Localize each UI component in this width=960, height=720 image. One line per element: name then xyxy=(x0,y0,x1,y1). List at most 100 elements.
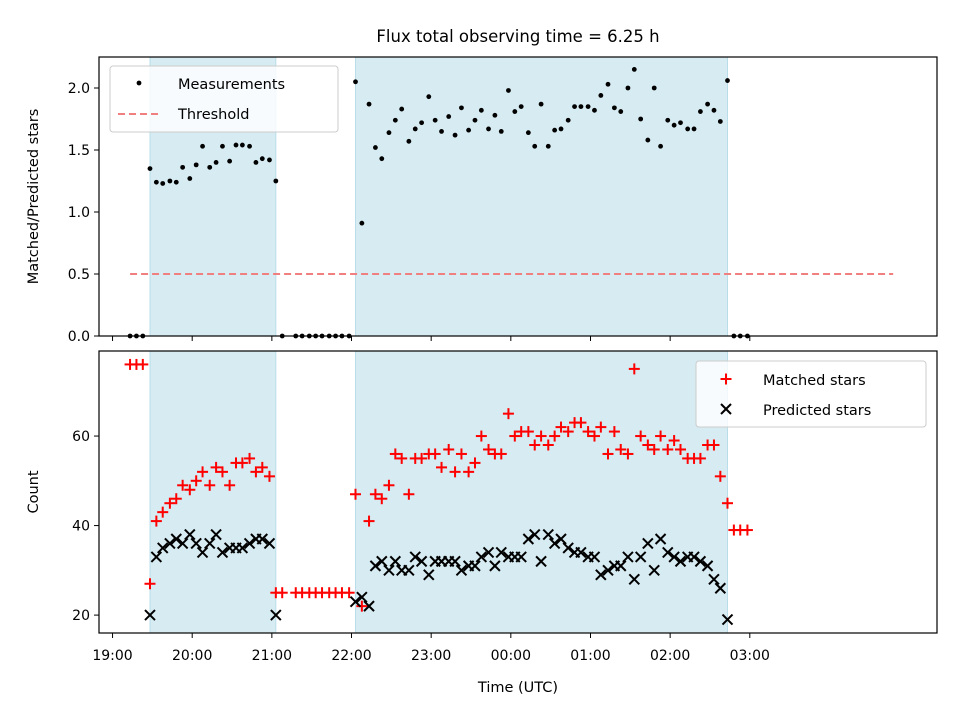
data-point xyxy=(522,426,534,438)
data-point xyxy=(701,560,714,572)
data-point xyxy=(239,142,245,148)
count-panel: 20 40 60 Count 19:00 20:00 21:00 22:00 23:00 00:0… xyxy=(26,350,938,664)
data-point xyxy=(489,560,501,572)
data-point xyxy=(562,542,574,554)
data-point xyxy=(518,104,524,109)
data-point xyxy=(651,85,657,91)
data-point xyxy=(705,101,710,107)
x-tick-label: 00:00 xyxy=(491,648,531,664)
data-point xyxy=(698,109,703,114)
x-axis-label: Time (UTC) xyxy=(477,680,558,696)
data-point xyxy=(412,126,418,132)
data-point xyxy=(585,104,591,109)
data-point xyxy=(674,555,687,568)
legend-label: Threshold xyxy=(177,107,249,123)
data-point xyxy=(403,564,415,577)
series-measurements xyxy=(127,67,750,339)
data-point xyxy=(436,461,448,473)
data-point xyxy=(200,143,205,149)
data-point xyxy=(694,555,707,568)
legend-box xyxy=(109,65,339,133)
shaded-interval xyxy=(354,350,728,634)
data-point xyxy=(363,600,375,612)
data-point xyxy=(555,421,567,433)
data-point xyxy=(349,488,361,500)
data-point xyxy=(529,439,541,451)
data-point xyxy=(356,600,368,612)
data-point xyxy=(363,515,375,527)
data-point xyxy=(668,435,680,447)
data-point xyxy=(688,551,700,563)
data-point xyxy=(419,120,425,126)
y-tick-label: 0.0 xyxy=(68,329,90,345)
data-point xyxy=(403,488,415,500)
data-point xyxy=(525,130,531,136)
data-point xyxy=(443,443,455,455)
data-point xyxy=(549,430,561,442)
data-point xyxy=(276,587,288,599)
data-point xyxy=(552,127,558,133)
data-point xyxy=(648,564,660,577)
data-point xyxy=(210,461,222,473)
data-point xyxy=(224,479,236,491)
data-point xyxy=(708,573,720,585)
plot-frame xyxy=(98,56,938,337)
data-point xyxy=(648,443,660,455)
data-point xyxy=(389,555,402,568)
data-point xyxy=(356,591,368,603)
series-predicted-stars xyxy=(144,528,734,626)
data-point xyxy=(259,156,265,162)
data-point xyxy=(575,546,587,559)
data-point xyxy=(459,105,464,111)
data-point xyxy=(452,132,458,138)
data-point xyxy=(227,158,233,164)
legend-marker xyxy=(720,403,732,415)
data-point xyxy=(469,560,481,572)
data-point xyxy=(263,537,276,550)
x-tick-label: 19:00 xyxy=(92,648,132,664)
data-point xyxy=(144,609,156,621)
data-point xyxy=(628,363,640,375)
data-point xyxy=(483,443,495,455)
data-point xyxy=(618,109,624,114)
data-point xyxy=(216,546,229,559)
data-point xyxy=(545,143,551,149)
data-point xyxy=(267,157,272,163)
data-point xyxy=(502,408,514,420)
data-point xyxy=(253,160,259,165)
data-point xyxy=(578,104,584,109)
data-point xyxy=(343,587,355,599)
data-point xyxy=(423,569,435,581)
data-point xyxy=(592,107,597,113)
data-point xyxy=(714,582,727,594)
data-point xyxy=(495,448,507,460)
data-point xyxy=(708,439,720,451)
data-point xyxy=(250,466,262,478)
data-point xyxy=(197,466,209,478)
data-point xyxy=(515,551,527,563)
shaded-interval xyxy=(354,56,728,337)
data-point xyxy=(522,533,535,545)
data-point xyxy=(164,537,176,550)
data-point xyxy=(615,560,627,572)
data-point xyxy=(173,179,179,185)
data-point xyxy=(498,129,504,134)
data-point xyxy=(611,105,617,111)
data-point xyxy=(449,466,461,478)
data-point xyxy=(602,564,614,577)
data-point xyxy=(662,546,674,559)
data-point xyxy=(207,164,213,170)
data-point xyxy=(193,162,199,168)
legend-label: Measurements xyxy=(178,77,285,93)
data-point xyxy=(180,164,186,170)
data-point xyxy=(475,430,487,442)
legend: Measurements Threshold xyxy=(109,65,339,133)
data-point xyxy=(482,546,495,559)
data-point xyxy=(369,488,381,500)
data-point xyxy=(244,452,256,464)
data-point xyxy=(529,528,541,541)
data-point xyxy=(622,551,634,563)
data-point xyxy=(671,122,677,128)
y-tick-label: 60 xyxy=(72,429,90,445)
